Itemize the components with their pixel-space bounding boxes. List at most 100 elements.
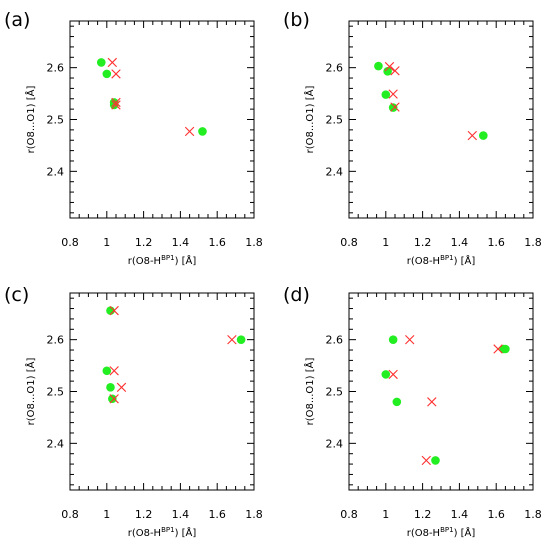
x-tick-label: 1.8 (524, 508, 542, 521)
panel-c: (c) 0.8 1 1.2 1.4 1.6 1.8 2.4 2.5 2.6 r(O8-HBP1) [… (4, 284, 263, 539)
data-point-circle (106, 383, 115, 392)
data-point-circle (501, 344, 510, 354)
data-point-circle (102, 69, 112, 79)
data-point-cross (405, 334, 415, 345)
x-axis-label-end: ) [Å] (175, 254, 197, 267)
cross-stroke (405, 334, 415, 345)
cross-stroke (388, 369, 398, 380)
x-axis-label: r(O8-HBP1) [Å] (407, 526, 476, 539)
x-tick-label: 1.2 (414, 508, 432, 521)
data-point-cross (384, 61, 395, 72)
x-axis-label-text: r(O8-H (128, 528, 161, 539)
y-tick-label: 2.5 (326, 386, 344, 399)
x-tick-label: 1.2 (135, 508, 153, 521)
x-tick-label: 1 (103, 508, 110, 521)
x-tick-label: 1 (103, 236, 110, 249)
data-point-circle (388, 335, 398, 344)
x-axis-label-sup: BP1 (440, 526, 453, 534)
plot-frame (69, 292, 255, 491)
panel-b: (b) 0.8 1 1.2 1.4 1.6 1.8 2.4 2.5 2.6 r(O8-HBP1) [… (283, 9, 542, 267)
y-tick-label: 2.6 (47, 334, 65, 347)
cross-stroke (388, 89, 398, 99)
data-point-cross (388, 369, 398, 380)
plot-frame (348, 292, 534, 491)
data-point-circle (374, 61, 383, 71)
panel-label: (a) (4, 9, 30, 31)
y-tick-label: 2.6 (326, 62, 344, 75)
x-axis-label-text: r(O8-H (407, 256, 440, 267)
cross-stroke (390, 102, 400, 112)
x-axis-label-end: ) [Å] (175, 526, 197, 539)
x-axis-label-end: ) [Å] (454, 526, 476, 539)
x-tick-label: 1.8 (245, 236, 263, 249)
x-tick-label: 1.8 (245, 508, 263, 521)
data-point-cross (109, 366, 119, 376)
x-axis-label-text: r(O8-H (407, 528, 440, 539)
data-point-circle (388, 103, 398, 112)
y-tick-label: 2.4 (47, 437, 65, 450)
data-point-cross (111, 69, 121, 79)
data-point-cross (184, 126, 195, 137)
plot-frame (69, 20, 255, 219)
x-tick-label: 1.4 (451, 236, 469, 249)
y-tick-label: 2.4 (47, 165, 65, 178)
data-point-cross (116, 382, 127, 393)
cross-stroke (427, 397, 437, 407)
x-tick-label: 0.8 (61, 236, 79, 249)
cross-stroke (111, 97, 121, 108)
x-tick-label: 1.4 (451, 508, 469, 521)
y-tick-label: 2.5 (326, 114, 344, 127)
x-tick-label: 1.6 (208, 508, 226, 521)
data-point-cross (107, 57, 118, 68)
x-tick-label: 1.8 (524, 236, 542, 249)
x-tick-label: 1.6 (487, 236, 505, 249)
panel-label: (b) (283, 9, 310, 31)
cross-stroke (109, 366, 119, 376)
x-tick-label: 0.8 (340, 508, 358, 521)
data-point-cross (388, 89, 398, 99)
cross-stroke (184, 126, 195, 137)
data-point-cross (493, 344, 503, 354)
cross-stroke (107, 57, 118, 68)
x-tick-label: 1 (382, 236, 389, 249)
cross-stroke (227, 334, 237, 345)
data-point-cross (109, 394, 119, 404)
x-axis-label-text: r(O8-H (128, 256, 161, 267)
cross-stroke (116, 382, 127, 393)
x-axis-label: r(O8-HBP1) [Å] (128, 254, 197, 267)
x-tick-label: 0.8 (340, 236, 358, 249)
panel-a: (a) 0.8 1 1.2 1.4 1.6 1.8 2.4 2.5 2.6 r(O8-HBP1) [… (4, 9, 263, 267)
data-point-cross (390, 102, 400, 112)
data-point-cross (390, 66, 400, 76)
data-point-circle (392, 397, 402, 407)
data-point-cross (109, 305, 119, 316)
y-tick-label: 2.4 (326, 165, 344, 178)
data-point-circle (381, 370, 391, 379)
y-tick-label: 2.6 (326, 334, 344, 347)
y-axis-label: r(O8...O1) [Å] (303, 358, 316, 426)
x-axis-label-end: ) [Å] (454, 254, 476, 267)
data-point-circle (198, 127, 207, 136)
data-point-cross (421, 455, 431, 466)
x-tick-label: 1.2 (135, 236, 153, 249)
data-point-circle (102, 366, 112, 376)
data-point-circle (108, 394, 117, 404)
data-point-cross (111, 100, 121, 110)
x-tick-label: 1.6 (208, 236, 226, 249)
x-axis-label-sup: BP1 (161, 254, 174, 262)
cross-stroke (390, 66, 400, 76)
x-tick-label: 1 (382, 508, 389, 521)
cross-stroke (421, 455, 431, 466)
data-point-circle (381, 90, 391, 99)
y-tick-label: 2.4 (326, 437, 344, 450)
y-axis-label: r(O8...O1) [Å] (303, 86, 316, 154)
data-point-circle (479, 131, 488, 140)
data-point-cross (111, 97, 121, 108)
y-axis-label: r(O8...O1) [Å] (24, 86, 37, 154)
x-tick-label: 0.8 (61, 508, 79, 521)
data-point-cross (427, 397, 437, 407)
x-tick-label: 1.4 (172, 508, 190, 521)
data-point-cross (467, 130, 477, 141)
panel-d: (d) 0.8 1 1.2 1.4 1.6 1.8 2.4 2.5 2.6 r(O8-HBP1) [… (283, 284, 542, 539)
